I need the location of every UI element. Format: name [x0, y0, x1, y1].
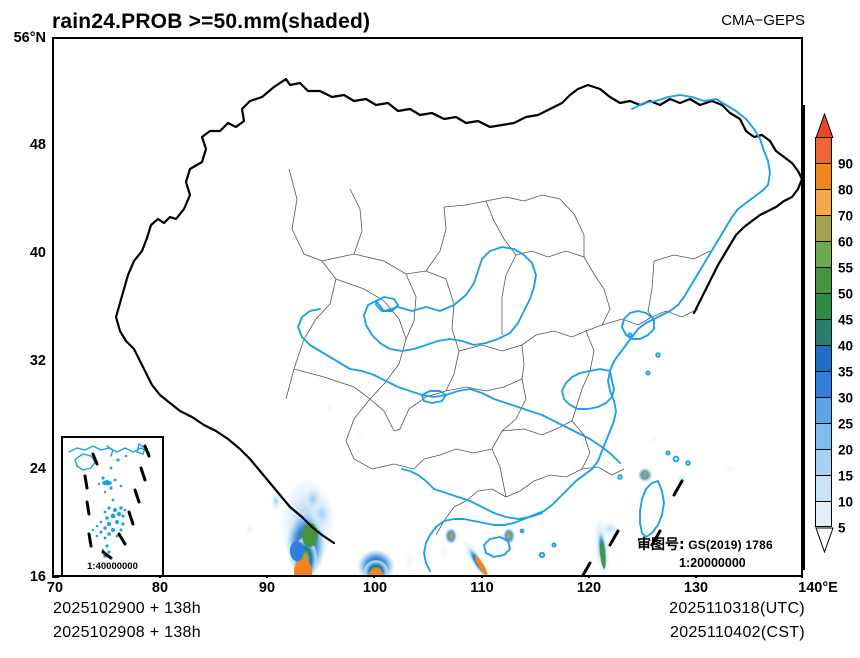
colorbar-label-25: 25	[838, 416, 854, 432]
y-tick-40: 40	[29, 245, 46, 261]
footer-valid-time-utc: 2025110318(UTC)	[669, 600, 805, 617]
colorbar-label-50: 50	[838, 286, 854, 302]
x-tick-80: 80	[151, 580, 169, 596]
colorbar-label-10: 10	[838, 494, 854, 510]
colorbar-cell-15: 15	[815, 449, 853, 484]
inset-scale-label: 1:40000000	[87, 561, 138, 572]
y-tick-32: 32	[29, 353, 46, 369]
colorbar-label-60: 60	[838, 234, 854, 250]
colorbar-label-40: 40	[838, 338, 854, 354]
colorbar-top-arrow	[815, 113, 834, 138]
colorbar-cell-70: 70	[815, 189, 853, 224]
colorbar-cell-90plus: 90	[815, 137, 853, 172]
south-china-sea-dashes	[581, 479, 684, 575]
colorbar-cell-25: 25	[815, 397, 853, 432]
colorbar-label-20: 20	[838, 442, 854, 458]
colorbar-cell-50: 50	[815, 267, 853, 302]
colorbar-label-80: 80	[838, 182, 854, 198]
y-tickmark-16	[52, 576, 59, 578]
x-axis-unit-label: 140°E	[798, 580, 838, 596]
colorbar-cell-80: 80	[815, 163, 853, 198]
colorbar[interactable]: 90 80 70 60 55 50 45 40	[803, 105, 858, 570]
y-tick-24: 24	[29, 461, 46, 477]
x-tick-90: 90	[258, 580, 276, 596]
approval-number: GS(2019) 1786	[688, 538, 773, 552]
colorbar-label-55: 55	[838, 260, 854, 276]
colorbar-cell-45: 45	[815, 293, 853, 328]
x-tick-100: 100	[362, 580, 388, 596]
colorbar-label-45: 45	[838, 312, 854, 328]
y-tick-16: 16	[29, 569, 46, 585]
colorbar-label-5: 5	[838, 520, 846, 536]
colorbar-divider	[803, 105, 805, 570]
south-china-sea-inset-map[interactable]: 1:40000000	[61, 436, 164, 575]
colorbar-label-15: 15	[838, 468, 854, 484]
model-label: CMA−GEPS	[721, 12, 805, 29]
colorbar-label-90: 90	[838, 156, 854, 172]
colorbar-label-35: 35	[838, 364, 854, 380]
inset-map-svg	[68, 442, 151, 560]
colorbar-label-70: 70	[838, 208, 854, 224]
approval-label: 审图号:	[637, 537, 685, 553]
map-scale-label: 1:20000000	[679, 555, 746, 570]
rivers-and-coastline	[297, 94, 771, 572]
y-tick-48: 48	[29, 137, 46, 153]
china-map-svg	[114, 77, 801, 575]
colorbar-cell-55: 55	[815, 241, 853, 276]
map-plot-area[interactable]: 1:40000000 审图号: GS(2019) 1786 1:20000000	[52, 37, 803, 577]
colorbar-cell-40: 40	[815, 319, 853, 354]
precip-probability-shading	[246, 402, 737, 575]
page-title: rain24.PROB >=50.mm(shaded)	[52, 10, 371, 33]
colorbar-label-30: 30	[838, 390, 854, 406]
footer-valid-time-cst: 2025110402(CST)	[670, 624, 805, 641]
y-axis-unit-label: 56°N	[13, 30, 46, 46]
x-tick-110: 110	[470, 580, 494, 596]
x-tick-130: 130	[683, 580, 709, 596]
map-approval-block: 审图号: GS(2019) 1786 1:20000000	[637, 536, 773, 572]
x-tick-70: 70	[46, 580, 64, 596]
colorbar-cell-60: 60	[815, 215, 853, 250]
colorbar-cells: 90 80 70 60 55 50 45 40	[815, 137, 853, 536]
colorbar-cell-10: 10	[815, 475, 853, 510]
footer-init-time-2: 2025102908 + 138h	[53, 624, 201, 641]
colorbar-cell-30: 30	[815, 371, 853, 406]
colorbar-cell-20: 20	[815, 423, 853, 458]
footer-init-time-1: 2025102900 + 138h	[53, 600, 201, 617]
colorbar-bottom-arrow	[815, 527, 834, 553]
colorbar-cell-35: 35	[815, 345, 853, 380]
x-tick-120: 120	[576, 580, 602, 596]
national-border	[114, 77, 801, 545]
province-boundaries	[285, 168, 711, 536]
colorbar-cell-5: 5	[815, 501, 846, 536]
